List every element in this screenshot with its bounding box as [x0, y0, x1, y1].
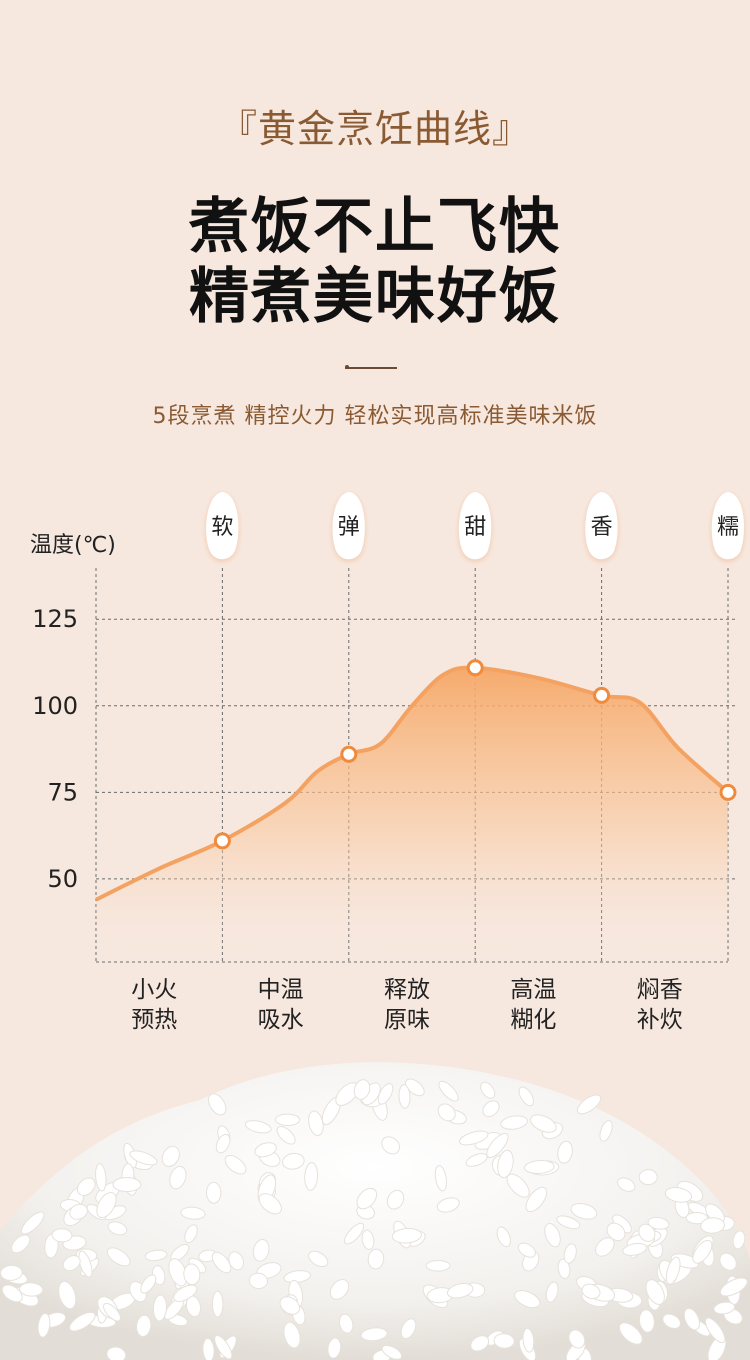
stage-bubble-label: 软	[211, 515, 233, 540]
rice-grain-icon	[206, 492, 239, 560]
data-point	[466, 659, 484, 677]
y-tick-label: 100	[32, 692, 78, 720]
stage-bubble-label: 弹	[338, 515, 360, 540]
stage-bubble: 软	[206, 492, 239, 560]
stage-label-line1: 高温	[510, 977, 556, 1003]
stage-label-line1: 小火	[131, 977, 177, 1003]
y-tick-label: 125	[32, 605, 78, 633]
data-point	[213, 832, 231, 850]
stage-bubble-label: 甜	[464, 515, 486, 540]
stage-bubble: 甜	[458, 492, 492, 560]
stage-label-line2: 吸水	[258, 1007, 304, 1033]
rice-grain-icon	[458, 492, 492, 560]
stage-bubble: 糯	[711, 492, 745, 560]
stage-bubble-label: 糯	[717, 515, 739, 540]
section-kicker: 『黄金烹饪曲线』	[218, 107, 531, 151]
stage-bubble: 弹	[332, 492, 365, 560]
y-tick-label: 75	[47, 778, 78, 806]
headline-line-1: 煮饭不止飞快	[189, 192, 561, 262]
curve-area-fill	[96, 667, 728, 962]
data-point	[340, 745, 358, 763]
stage-bubble-label: 香	[591, 515, 613, 540]
subtitle: 5段烹煮 精控火力 轻松实现高标准美味米饭	[152, 404, 598, 429]
y-axis-label: 温度(℃)	[30, 533, 116, 558]
rice-grain-icon	[585, 492, 618, 560]
data-point	[593, 686, 611, 704]
stage-label-line2: 原味	[384, 1007, 430, 1033]
stage-label-line1: 焖香	[637, 977, 683, 1003]
headline-line-2: 精煮美味好饭	[189, 262, 561, 332]
stage-label-line2: 预热	[131, 1007, 177, 1033]
curve-line	[95, 665, 730, 902]
divider	[345, 367, 397, 369]
rice-illustration	[0, 1062, 750, 1360]
y-tick-label: 50	[47, 865, 78, 893]
stage-label-line2: 补炊	[637, 1007, 683, 1033]
stage-label-line2: 糊化	[510, 1007, 556, 1033]
divider-dot	[345, 365, 349, 369]
data-point	[719, 783, 737, 801]
rice-image	[0, 1040, 750, 1360]
stage-bubble: 香	[585, 492, 618, 560]
stage-label-line1: 中温	[258, 977, 304, 1003]
stage-label-line1: 释放	[384, 977, 430, 1003]
rice-grain-icon	[332, 492, 365, 560]
rice-grain-icon	[711, 492, 745, 560]
